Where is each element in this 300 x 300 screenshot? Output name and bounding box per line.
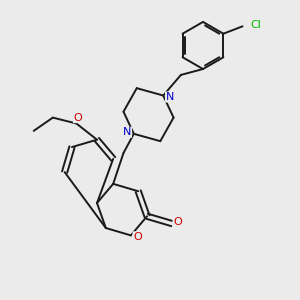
Text: N: N (166, 92, 174, 102)
Text: O: O (74, 112, 82, 123)
Text: O: O (133, 232, 142, 242)
Text: O: O (173, 217, 182, 227)
Text: N: N (123, 127, 131, 137)
Text: Cl: Cl (251, 20, 262, 30)
